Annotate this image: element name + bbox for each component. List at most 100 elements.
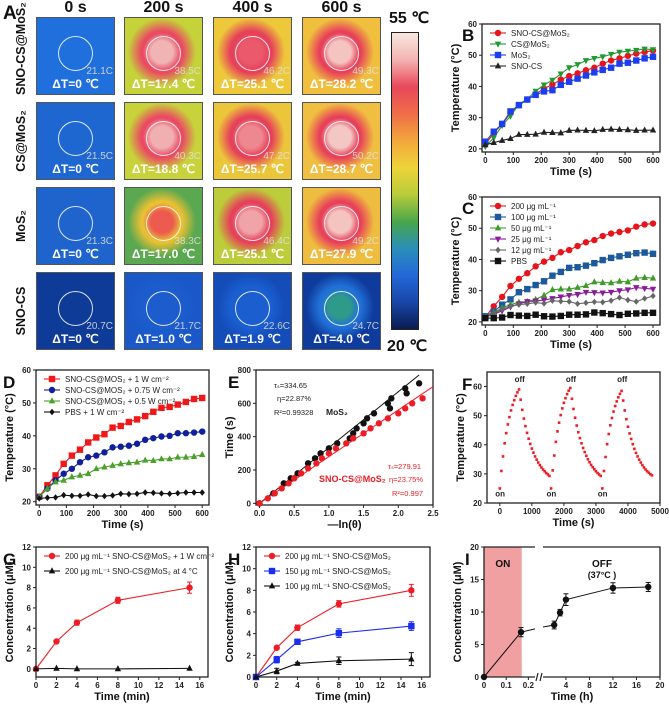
data-point (538, 463, 542, 467)
x-tick-label: 400 (141, 509, 155, 518)
y-tick-label: 60 (468, 20, 477, 29)
data-point (582, 262, 590, 269)
data-point (517, 628, 525, 636)
data-point (507, 282, 514, 290)
y-tick-label: 2 (247, 651, 252, 660)
data-point (633, 274, 640, 281)
x-tick-label: 14 (397, 681, 406, 690)
y-tick-label: 60 (473, 383, 482, 392)
data-point (633, 447, 636, 451)
thermal-image: 21.5C ΔT=0 ℃ (36, 102, 115, 180)
data-point (294, 638, 301, 645)
data-point (634, 451, 638, 455)
y-tick-label: 12 (22, 543, 31, 552)
x-tick-label: 0 (254, 681, 259, 690)
data-point (490, 128, 497, 135)
data-point (186, 664, 193, 671)
data-point (607, 289, 615, 296)
data-point (349, 435, 357, 442)
data-point (570, 397, 574, 401)
x-tick-label: 16 (632, 681, 641, 690)
colorbar-max-label: 55 ℃ (389, 10, 430, 27)
data-point (524, 130, 531, 137)
data-point (36, 495, 42, 502)
y-axis-label: Concentration (μM) (224, 561, 236, 662)
x-tick-label: 4 (75, 681, 80, 690)
temperature-reading: 24.7C (352, 321, 379, 332)
data-point (402, 385, 409, 392)
data-point (554, 440, 558, 444)
data-point (599, 60, 606, 67)
data-point (616, 60, 623, 67)
data-point (500, 469, 503, 473)
data-point (256, 500, 263, 507)
data-point (150, 489, 157, 497)
data-point (599, 66, 606, 74)
data-point (548, 474, 551, 478)
temperature-reading: 38.3C (174, 236, 201, 247)
data-point (403, 390, 410, 397)
plot-frame (481, 23, 661, 153)
data-point (607, 310, 615, 318)
legend-marker (494, 202, 502, 210)
data-point (616, 294, 623, 301)
data-point (583, 299, 589, 307)
legend-entry: SNO-CS@MOS₂ + 1 W cm⁻² (65, 375, 169, 384)
data-point (252, 673, 260, 680)
data-point (84, 454, 92, 461)
data-point (560, 407, 564, 410)
annotation: τₛ=279.91 (388, 462, 421, 471)
x-tick-label: 100 (507, 156, 521, 165)
legend-marker (48, 386, 56, 394)
data-point (370, 410, 378, 417)
data-point (574, 283, 581, 290)
data-point (498, 314, 506, 321)
plot-frame (35, 369, 210, 506)
y-tick-label: 800 (238, 366, 252, 375)
data-point (133, 458, 141, 465)
series-3 (482, 125, 657, 148)
thermal-image: 21.7C ΔT=1.0 ℃ (124, 272, 203, 350)
x-tick-label: 200 (87, 509, 101, 518)
delta-t-label: ΔT=28.2 ℃ (309, 77, 374, 91)
temperature-reading: 49.2C (352, 236, 379, 247)
data-point (141, 456, 149, 463)
data-point (565, 65, 573, 72)
measurement-circle (324, 36, 359, 71)
thermal-image: 38.5C ΔT=17.4 ℃ (124, 17, 203, 95)
annotation: R²=0.997 (392, 489, 423, 498)
legend-entry: 100 μg mL⁻¹ (511, 213, 556, 222)
data-point (335, 600, 343, 608)
delta-t-label: ΔT=18.8 ℃ (131, 162, 196, 176)
x-tick-label: 500 (168, 509, 182, 518)
plot-frame (486, 371, 661, 504)
data-point (550, 621, 558, 629)
data-point (158, 455, 165, 462)
data-point (633, 47, 640, 54)
delta-t-label: ΔT=17.0 ℃ (131, 247, 196, 261)
data-point (577, 430, 580, 434)
y-tick-label: 5 (475, 641, 480, 650)
data-point (524, 424, 527, 428)
series-1 (252, 621, 415, 681)
data-point (642, 466, 646, 469)
x-tick-label: 2000 (555, 507, 573, 516)
data-point (61, 491, 67, 499)
y-tick-label: 50 (468, 224, 477, 233)
data-point (150, 434, 157, 442)
data-point (631, 442, 635, 446)
legend-marker (494, 257, 502, 265)
data-point (134, 490, 140, 498)
data-point (133, 440, 141, 447)
data-point (609, 584, 617, 592)
data-point (415, 380, 423, 387)
delta-t-label: ΔT=25.7 ℃ (220, 162, 285, 176)
x-tick-label: 4 (564, 681, 569, 690)
delta-t-label: ΔT=17.4 ℃ (131, 77, 196, 91)
x-axis-label: Time (s) (553, 517, 595, 529)
data-point (557, 129, 565, 136)
data-point (612, 410, 615, 413)
on-region (484, 547, 522, 677)
data-point (524, 269, 531, 277)
data-point (317, 450, 324, 457)
